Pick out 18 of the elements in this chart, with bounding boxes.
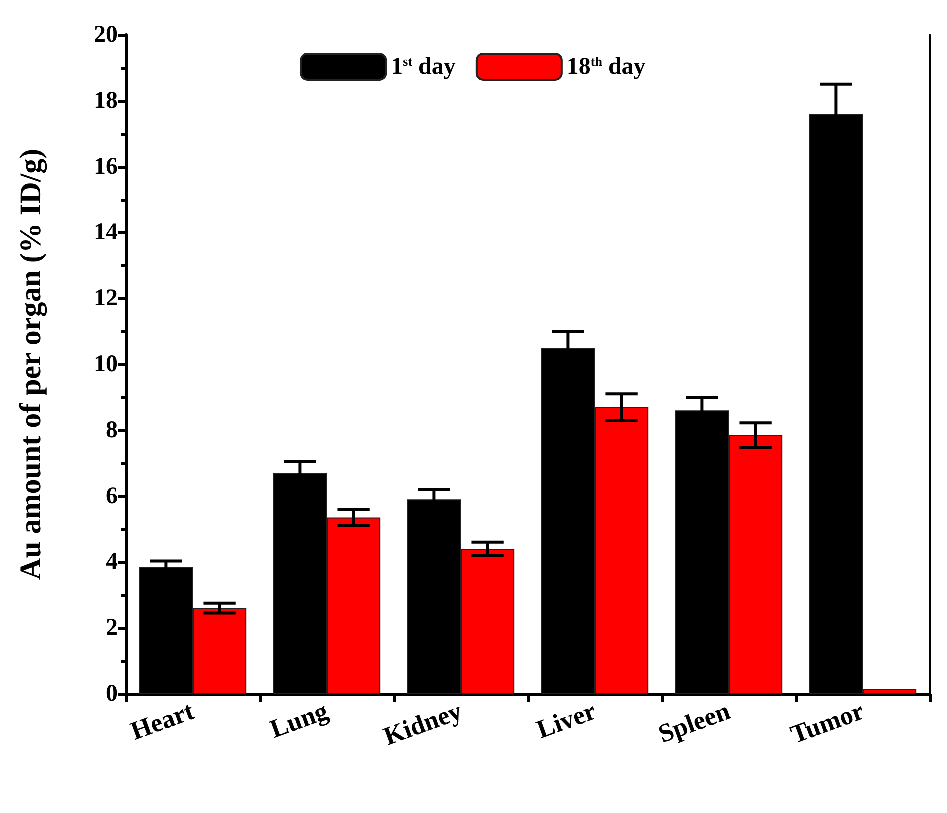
- y-tick-label: 6: [106, 483, 118, 510]
- y-tick-label: 14: [94, 220, 118, 246]
- y-tick-label: 8: [106, 417, 118, 444]
- x-tick-label: Tumor: [786, 696, 868, 750]
- y-tick-label: 18: [94, 88, 118, 114]
- y-tick-label: 12: [94, 286, 118, 312]
- y-axis-title: Au amount of per organ (% ID/g): [14, 148, 48, 580]
- x-tick-label: Spleen: [654, 696, 734, 749]
- y-tick-label: 0: [106, 681, 118, 707]
- y-tick-label: 10: [94, 352, 118, 378]
- x-tick-label: Kidney: [380, 696, 466, 752]
- x-tick-label: Heart: [126, 696, 198, 746]
- y-tick-label: 20: [94, 22, 118, 48]
- y-tick-label: 2: [106, 615, 118, 642]
- y-tick-label: 4: [106, 549, 118, 576]
- x-tick-label: Liver: [533, 696, 600, 744]
- y-tick-label: 16: [94, 154, 118, 180]
- x-tick-label: Lung: [266, 696, 332, 744]
